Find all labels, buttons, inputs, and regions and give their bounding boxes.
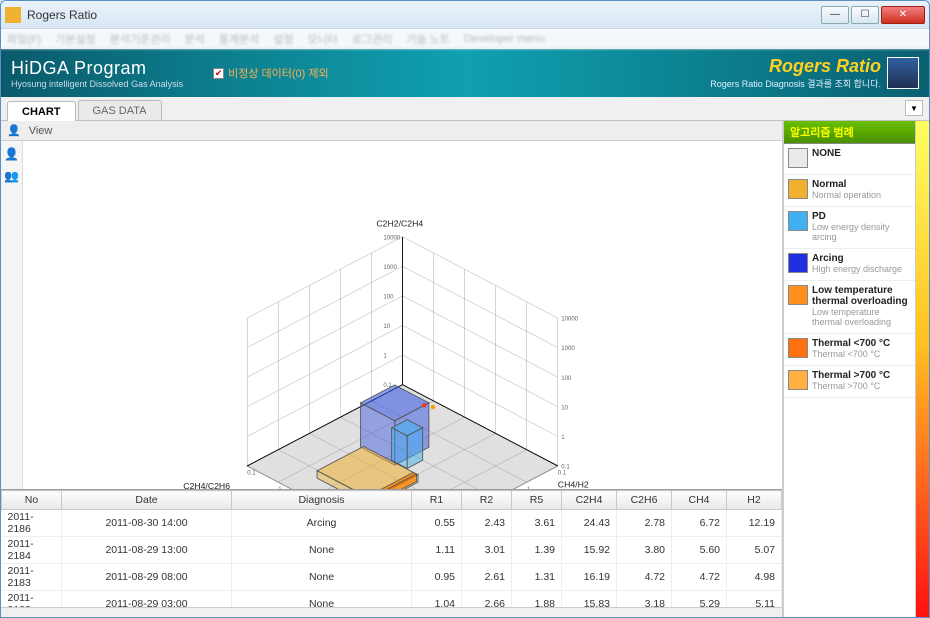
svg-text:10: 10 (383, 323, 390, 330)
column-header[interactable]: C2H4 (562, 491, 617, 510)
scrollbar[interactable] (1, 607, 782, 617)
menubar[interactable]: 파일(F) 기본설정 분석기준관리 분석 통계분석 설정 모니터 로그관리 기술 노트 Devel… (1, 29, 929, 49)
chart-toolbar: 👤 👥 (1, 141, 23, 489)
legend-text: Arcing High energy discharge (812, 253, 902, 274)
tab-chart[interactable]: CHART (7, 101, 76, 121)
legend-item: Thermal <700 °C Thermal <700 °C (784, 334, 915, 366)
column-header[interactable]: R5 (512, 491, 562, 510)
tab-bar: CHART GAS DATA ▼ (1, 97, 929, 121)
legend-item: PD Low energy density arcing (784, 207, 915, 249)
column-header[interactable]: C2H6 (617, 491, 672, 510)
menu-item[interactable]: 기본설정 (55, 31, 95, 47)
column-header[interactable]: CH4 (672, 491, 727, 510)
view-label: View (29, 125, 53, 137)
legend-text: PD Low energy density arcing (812, 211, 911, 242)
menu-item[interactable]: 분석 (185, 31, 205, 47)
legend-swatch (788, 211, 808, 231)
legend-swatch (788, 370, 808, 390)
svg-text:10: 10 (561, 404, 568, 411)
legend-panel: 알고리즘 범례 NONE Normal Normal operation PD … (783, 121, 929, 617)
menu-item[interactable]: 로그관리 (352, 31, 392, 47)
gradient-bar (915, 121, 929, 617)
menu-item[interactable]: 통계분석 (219, 31, 259, 47)
svg-text:1: 1 (527, 486, 531, 489)
legend-swatch (788, 338, 808, 358)
window-title: Rogers Ratio (27, 8, 97, 22)
legend-swatch (788, 148, 808, 168)
menu-item[interactable]: 설정 (273, 31, 293, 47)
person-icon: 👤 (7, 124, 21, 137)
table-row[interactable]: 2011-21822011-08-29 03:00None1.042.661.8… (2, 591, 782, 608)
brand-bar: HiDGA Program Hyosung intelligent Dissol… (1, 49, 929, 97)
program-title: HiDGA Program (11, 58, 183, 79)
legend-item: Thermal >700 °C Thermal >700 °C (784, 366, 915, 398)
table-row[interactable]: 2011-21832011-08-29 08:00None0.952.611.3… (2, 564, 782, 591)
computer-icon (887, 57, 919, 89)
column-header[interactable]: R2 (462, 491, 512, 510)
tab-dropdown[interactable]: ▼ (905, 100, 923, 116)
legend-item: Low temperature thermal overloading Low … (784, 281, 915, 334)
column-header[interactable]: R1 (412, 491, 462, 510)
legend-item: Normal Normal operation (784, 175, 915, 207)
axis-y-label: C2H4/C2H6 (183, 481, 230, 489)
menu-item[interactable]: 분석기준관리 (110, 31, 171, 47)
svg-text:0.1: 0.1 (558, 470, 567, 477)
axis-x-label: CH4/H2 (558, 479, 589, 489)
app-icon (5, 7, 21, 23)
svg-text:1000: 1000 (383, 264, 397, 271)
data-table: NoDateDiagnosisR1R2R5C2H4C2H6CH4H22011-2… (1, 489, 782, 607)
legend-item: Arcing High energy discharge (784, 249, 915, 281)
table-row[interactable]: 2011-21862011-08-30 14:00Arcing0.552.433… (2, 510, 782, 537)
menu-item[interactable]: 파일(F) (7, 31, 41, 47)
column-header[interactable]: No (2, 491, 62, 510)
legend-header: 알고리즘 범례 (784, 121, 915, 144)
menu-item[interactable]: Developer menu (464, 33, 545, 45)
svg-text:100: 100 (561, 375, 572, 382)
svg-text:1: 1 (561, 434, 565, 441)
tab-gas-data[interactable]: GAS DATA (78, 100, 162, 120)
close-button[interactable]: ✕ (881, 6, 925, 24)
axis-z-label: C2H2/C2H4 (376, 218, 423, 228)
exclude-abnormal-checkbox[interactable]: ✔ 비정상 데이터(0) 제외 (213, 65, 329, 81)
legend-swatch (788, 253, 808, 273)
legend-text: Thermal >700 °C Thermal >700 °C (812, 370, 890, 391)
menu-item[interactable]: 모니터 (308, 31, 338, 47)
column-header[interactable]: H2 (727, 491, 782, 510)
legend-text: Normal Normal operation (812, 179, 881, 200)
checkbox-label: 비정상 데이터(0) 제외 (228, 65, 329, 81)
svg-text:100: 100 (383, 293, 394, 300)
titlebar[interactable]: Rogers Ratio — ☐ ✕ (1, 1, 929, 29)
svg-text:0.1: 0.1 (247, 470, 256, 477)
svg-text:10000: 10000 (561, 316, 579, 323)
tool-icon-1[interactable]: 👤 (4, 147, 19, 161)
page-title: Rogers Ratio (710, 56, 881, 77)
svg-text:0.1: 0.1 (561, 464, 570, 471)
minimize-button[interactable]: — (821, 6, 849, 24)
legend-text: Low temperature thermal overloading Low … (812, 285, 911, 327)
chart-3d[interactable]: 0.10.10.10.11111101010101001001001001000… (23, 141, 782, 489)
legend-swatch (788, 285, 808, 305)
svg-text:1: 1 (383, 353, 387, 360)
svg-text:1000: 1000 (561, 345, 575, 352)
legend-text: Thermal <700 °C Thermal <700 °C (812, 338, 890, 359)
program-subtitle: Hyosung intelligent Dissolved Gas Analys… (11, 79, 183, 89)
column-header[interactable]: Date (62, 491, 232, 510)
app-window: Rogers Ratio — ☐ ✕ 파일(F) 기본설정 분석기준관리 분석 통계분석… (0, 0, 930, 618)
column-header[interactable]: Diagnosis (232, 491, 412, 510)
table-row[interactable]: 2011-21842011-08-29 13:00None1.113.011.3… (2, 537, 782, 564)
page-subtitle: Rogers Ratio Diagnosis 결과를 조회 합니다. (710, 77, 881, 90)
checkbox-icon: ✔ (213, 68, 224, 79)
maximize-button[interactable]: ☐ (851, 6, 879, 24)
svg-text:10000: 10000 (383, 234, 401, 241)
legend-item: NONE (784, 144, 915, 175)
menu-item[interactable]: 기술 노트 (406, 31, 450, 47)
svg-text:1: 1 (278, 486, 282, 489)
legend-swatch (788, 179, 808, 199)
view-bar: 👤 View (1, 121, 782, 141)
legend-text: NONE (812, 148, 841, 168)
tool-icon-2[interactable]: 👥 (4, 169, 19, 183)
